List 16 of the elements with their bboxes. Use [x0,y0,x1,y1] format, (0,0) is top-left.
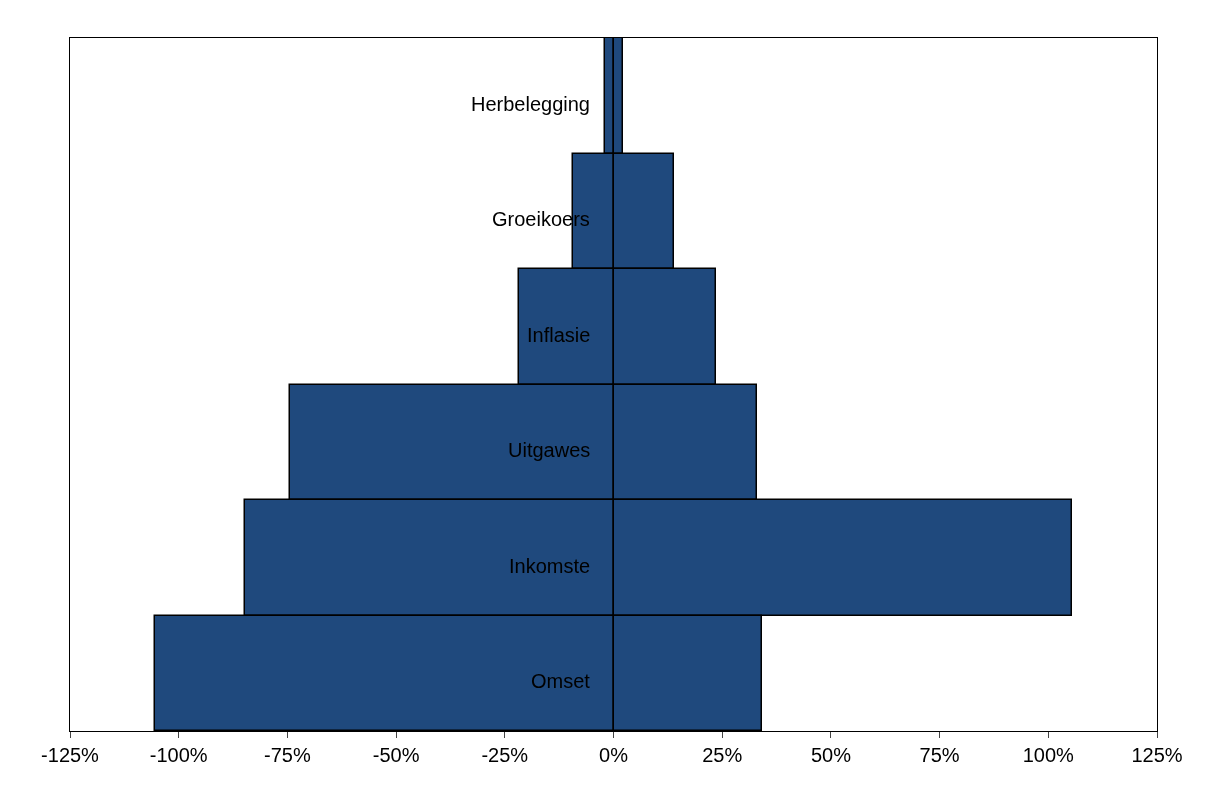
x-tick-label: 100% [1022,744,1075,766]
y-tick-label: Omset [531,670,591,692]
y-tick-label: Inflasie [527,324,591,346]
x-tick-label: 75% [919,744,960,766]
x-tick-label: -75% [264,744,311,766]
x-tick-label: 125% [1131,744,1183,766]
x-tick-label: 25% [702,744,743,766]
x-tick-label: -100% [149,744,208,766]
y-tick-label: Inkomste [509,555,591,577]
x-tick-label: -125% [41,744,100,766]
y-tick-label: Uitgawes [508,439,591,461]
x-tick-label: -50% [372,744,420,766]
y-tick-label: Herbelegging [471,93,590,115]
x-tick-label: 0% [599,744,629,766]
x-tick-label: 50% [810,744,852,766]
x-tick-label: -25% [481,744,529,766]
